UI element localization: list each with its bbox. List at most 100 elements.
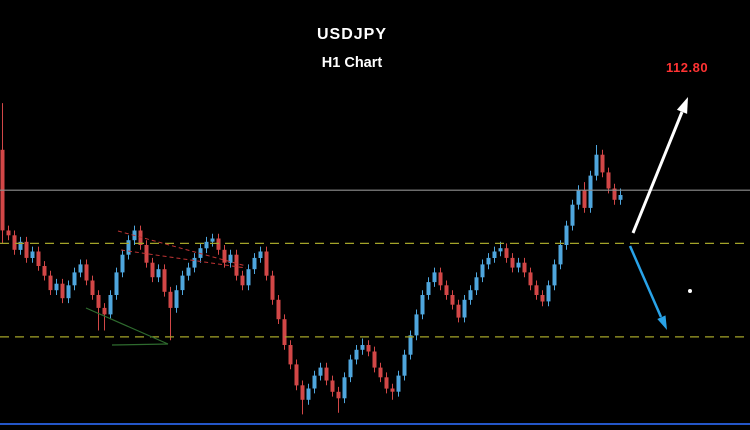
candle [384, 372, 389, 394]
candle [234, 249, 239, 281]
candle [60, 278, 65, 304]
candle [504, 243, 509, 263]
candle [0, 103, 5, 244]
candle [12, 230, 17, 255]
candle [18, 236, 23, 255]
candle [402, 349, 407, 381]
candle [30, 246, 35, 263]
candle [360, 338, 365, 355]
candle [552, 259, 557, 291]
trendline-green[interactable] [85, 307, 169, 346]
candle [588, 170, 593, 213]
symbol-label: USDJPY [316, 26, 388, 43]
candle [582, 182, 587, 213]
candle [540, 290, 545, 307]
candle [570, 199, 575, 231]
bullish-arrow-icon[interactable] [631, 97, 688, 234]
candle [432, 267, 437, 287]
candle [462, 295, 467, 323]
candle [276, 295, 281, 324]
candle [282, 314, 287, 350]
candle [414, 309, 419, 341]
candle [204, 236, 209, 254]
candle [600, 149, 605, 178]
candle [240, 270, 245, 291]
candle [318, 362, 323, 381]
candle [606, 167, 611, 194]
candle [486, 253, 491, 270]
candle [126, 235, 131, 260]
candle [192, 253, 197, 273]
candle [90, 275, 95, 300]
candle [408, 330, 413, 360]
timeframe-label: H1 Chart [321, 55, 383, 71]
candle [162, 264, 167, 297]
candle [474, 272, 479, 295]
candle [42, 261, 47, 281]
candle [492, 246, 497, 263]
candle [174, 285, 179, 313]
candle [120, 249, 125, 278]
candle [594, 145, 599, 181]
candle [564, 220, 569, 250]
candle [102, 303, 107, 331]
candle [498, 241, 503, 257]
candle [252, 253, 257, 274]
candles [0, 103, 623, 415]
candle [144, 240, 149, 268]
candle [534, 280, 539, 300]
candle [288, 340, 293, 370]
candle [306, 383, 311, 405]
candle [444, 280, 449, 300]
candle [450, 290, 455, 310]
cursor-dot [688, 289, 692, 293]
candle [456, 299, 461, 323]
candle [378, 362, 383, 383]
candle [96, 290, 101, 331]
candle [618, 188, 623, 205]
price-levels [0, 189, 750, 338]
candle [426, 277, 431, 300]
candle [264, 246, 269, 281]
candle [576, 185, 581, 210]
candle [516, 257, 521, 273]
candle [54, 278, 59, 295]
candle [324, 362, 329, 386]
candle [546, 280, 551, 307]
candle [150, 257, 155, 283]
candle [294, 359, 299, 391]
candle [336, 386, 341, 413]
window-bottom-border [0, 423, 750, 425]
candle [510, 253, 515, 273]
candle [372, 346, 377, 373]
bearish-arrow-icon[interactable] [628, 245, 667, 330]
candle [114, 267, 119, 300]
candle [156, 264, 161, 283]
candle [138, 225, 143, 250]
candle [258, 246, 263, 263]
candle [36, 246, 41, 271]
candle [354, 345, 359, 365]
candle [84, 259, 89, 286]
candle [480, 259, 485, 283]
candle [6, 225, 11, 241]
candle [522, 257, 527, 278]
candle [348, 354, 353, 383]
candle [180, 270, 185, 295]
candle [366, 340, 371, 357]
candle [270, 270, 275, 305]
chart-title: USDJPY H1 Chart [252, 26, 452, 71]
candle [24, 236, 29, 263]
candle [78, 259, 83, 278]
descending-trendline-red[interactable] [117, 230, 247, 269]
candle [558, 240, 563, 270]
candle [528, 267, 533, 291]
candle [108, 290, 113, 320]
candle [228, 249, 233, 268]
target-price-label: 112.80 [666, 60, 709, 75]
candle [210, 233, 215, 247]
candle [72, 267, 77, 291]
candle [48, 270, 53, 295]
